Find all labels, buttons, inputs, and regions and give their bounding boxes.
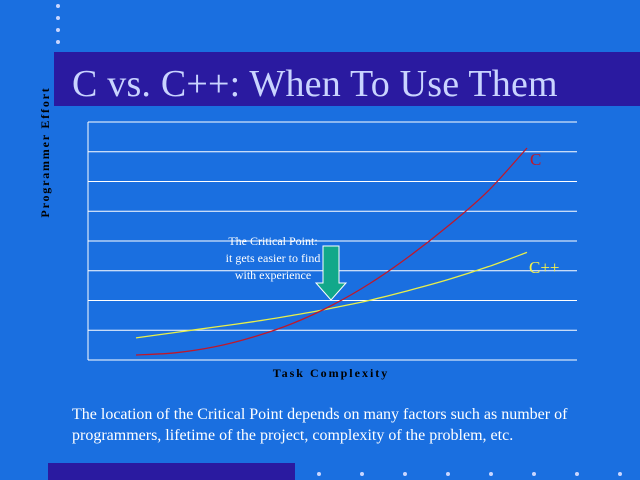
bottom-band <box>48 463 295 480</box>
decor-dot <box>317 472 321 476</box>
decor-dot <box>575 472 579 476</box>
decor-dot <box>403 472 407 476</box>
decor-dot <box>56 28 60 32</box>
decor-dot <box>618 472 622 476</box>
x-axis-label: Task Complexity <box>272 366 390 380</box>
critical-point-arrow <box>314 245 348 301</box>
chart-lines <box>135 147 528 356</box>
decor-dot <box>56 16 60 20</box>
title-band <box>54 52 640 106</box>
series-line-c <box>135 147 528 356</box>
arrow-shape <box>314 245 348 301</box>
y-axis-label: Programmer Effort <box>38 86 52 218</box>
slide-title: C vs. C++: When To Use Them <box>72 63 558 105</box>
decor-dot <box>532 472 536 476</box>
series-label-c: C <box>530 150 542 169</box>
annotation-line: The Critical Point: <box>228 234 318 248</box>
annotation-line: with experience <box>234 268 312 282</box>
series-line-cpp <box>135 251 528 339</box>
series-label-cpp: C++ <box>529 258 560 277</box>
decor-dot <box>446 472 450 476</box>
slide-footnote: The location of the Critical Point depen… <box>72 406 568 444</box>
decor-dot <box>360 472 364 476</box>
decor-dot <box>56 4 60 8</box>
decor-dot <box>489 472 493 476</box>
annotation-line: it gets easier to find <box>225 251 321 265</box>
decor-dot <box>56 40 60 44</box>
critical-point-annotation: The Critical Point: it gets easier to fi… <box>188 233 358 284</box>
